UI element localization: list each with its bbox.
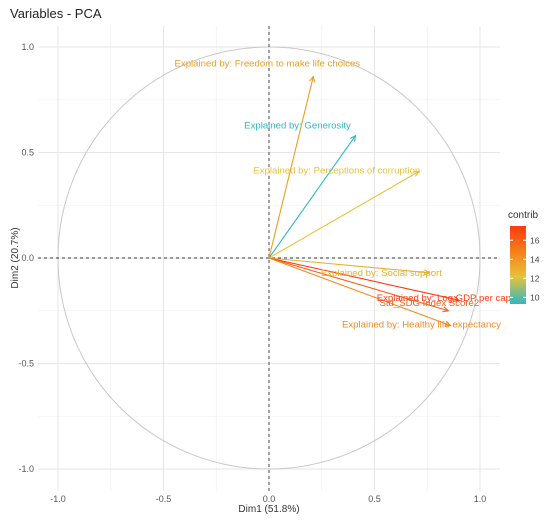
contrib-legend: contrib 10 12 14 16 <box>508 210 540 304</box>
variable-arrow <box>268 76 314 259</box>
legend-tick-label: 10 <box>530 292 540 302</box>
variable-label: Explained by: Log GDP per capita <box>377 293 522 304</box>
variable-arrowhead <box>349 134 357 142</box>
legend-tick-label: 12 <box>530 273 540 283</box>
y-axis-ticks: -1.0 -0.5 0.0 0.5 1.0 <box>18 42 34 474</box>
variable-arrow <box>268 257 451 327</box>
chart-title: Variables - PCA <box>10 6 102 21</box>
y-tick-label: -1.0 <box>18 464 34 474</box>
variable-arrows <box>268 75 461 327</box>
x-tick-label: 0.5 <box>368 494 381 504</box>
legend-tick-label: 16 <box>530 235 540 245</box>
variable-labels: Explained by: Freedom to make life choic… <box>175 59 522 331</box>
variable-arrow <box>268 171 420 259</box>
y-tick-label: 1.0 <box>21 42 34 52</box>
x-axis-ticks: -1.0 -0.5 0.0 0.5 1.0 <box>50 494 486 504</box>
x-axis-label: Dim1 (51.8%) <box>238 504 299 515</box>
y-tick-label: 0.0 <box>21 253 34 263</box>
variable-label: Explained by: Perceptions of corruption <box>253 165 420 176</box>
x-tick-label: 1.0 <box>474 494 487 504</box>
variable-arrowhead <box>309 75 316 83</box>
legend-ticks: 10 12 14 16 <box>510 235 540 302</box>
variable-arrow <box>268 257 449 312</box>
y-tick-label: 0.5 <box>21 148 34 158</box>
variable-arrowhead <box>444 320 452 327</box>
legend-title: contrib <box>508 210 538 221</box>
variable-label: Std_SDG Index Score2 <box>379 298 479 309</box>
variable-arrowhead <box>452 296 461 303</box>
x-tick-label: -0.5 <box>156 494 172 504</box>
variable-arrowhead <box>412 170 420 177</box>
y-axis-label: Dim2 (20.7%) <box>10 227 21 288</box>
variable-label: Explained by: Social support <box>321 268 442 279</box>
variable-arrow <box>268 257 430 274</box>
variable-arrowhead <box>423 269 431 276</box>
x-tick-label: -1.0 <box>50 494 66 504</box>
x-tick-label: 0.0 <box>263 494 276 504</box>
variable-arrow <box>268 257 460 301</box>
variable-label: Explained by: Healthy life expectancy <box>342 320 501 331</box>
variable-label: Explained by: Generosity <box>244 121 351 132</box>
variable-label: Explained by: Freedom to make life choic… <box>175 59 361 70</box>
variable-arrowhead <box>442 306 450 313</box>
y-tick-label: -0.5 <box>18 359 34 369</box>
legend-colorbar <box>510 226 526 304</box>
legend-tick-label: 14 <box>530 254 540 264</box>
variable-arrow <box>268 135 356 259</box>
